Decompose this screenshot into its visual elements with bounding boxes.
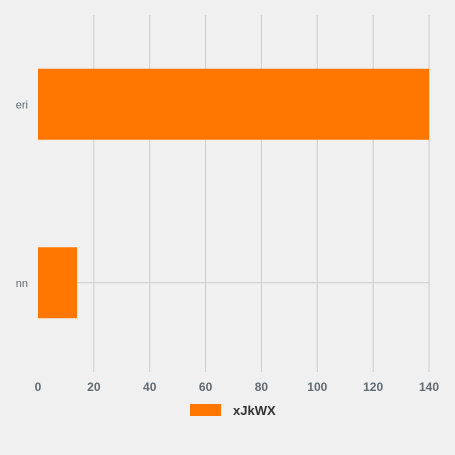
x-tick-label: 140 — [419, 380, 439, 394]
bar-nn[interactable] — [38, 247, 78, 319]
x-tick-label: 80 — [255, 380, 269, 394]
bars — [38, 68, 429, 319]
x-axis-tick-labels: 0 20 40 60 80 100 120 140 — [35, 380, 440, 394]
category-label: nn — [16, 278, 28, 290]
legend-label: xJkWX — [233, 403, 276, 418]
x-tick-label: 0 — [35, 380, 42, 394]
x-tick-label: 100 — [307, 380, 327, 394]
legend[interactable]: xJkWX — [190, 403, 276, 418]
x-tick-label: 40 — [143, 380, 157, 394]
legend-swatch — [190, 404, 221, 416]
bar-eri[interactable] — [38, 68, 429, 140]
x-tick-label: 20 — [87, 380, 101, 394]
category-labels: eri nn — [16, 99, 28, 290]
x-tick-label: 60 — [199, 380, 213, 394]
category-label: eri — [16, 99, 28, 111]
x-tick-label: 120 — [363, 380, 383, 394]
gridlines — [38, 15, 430, 372]
